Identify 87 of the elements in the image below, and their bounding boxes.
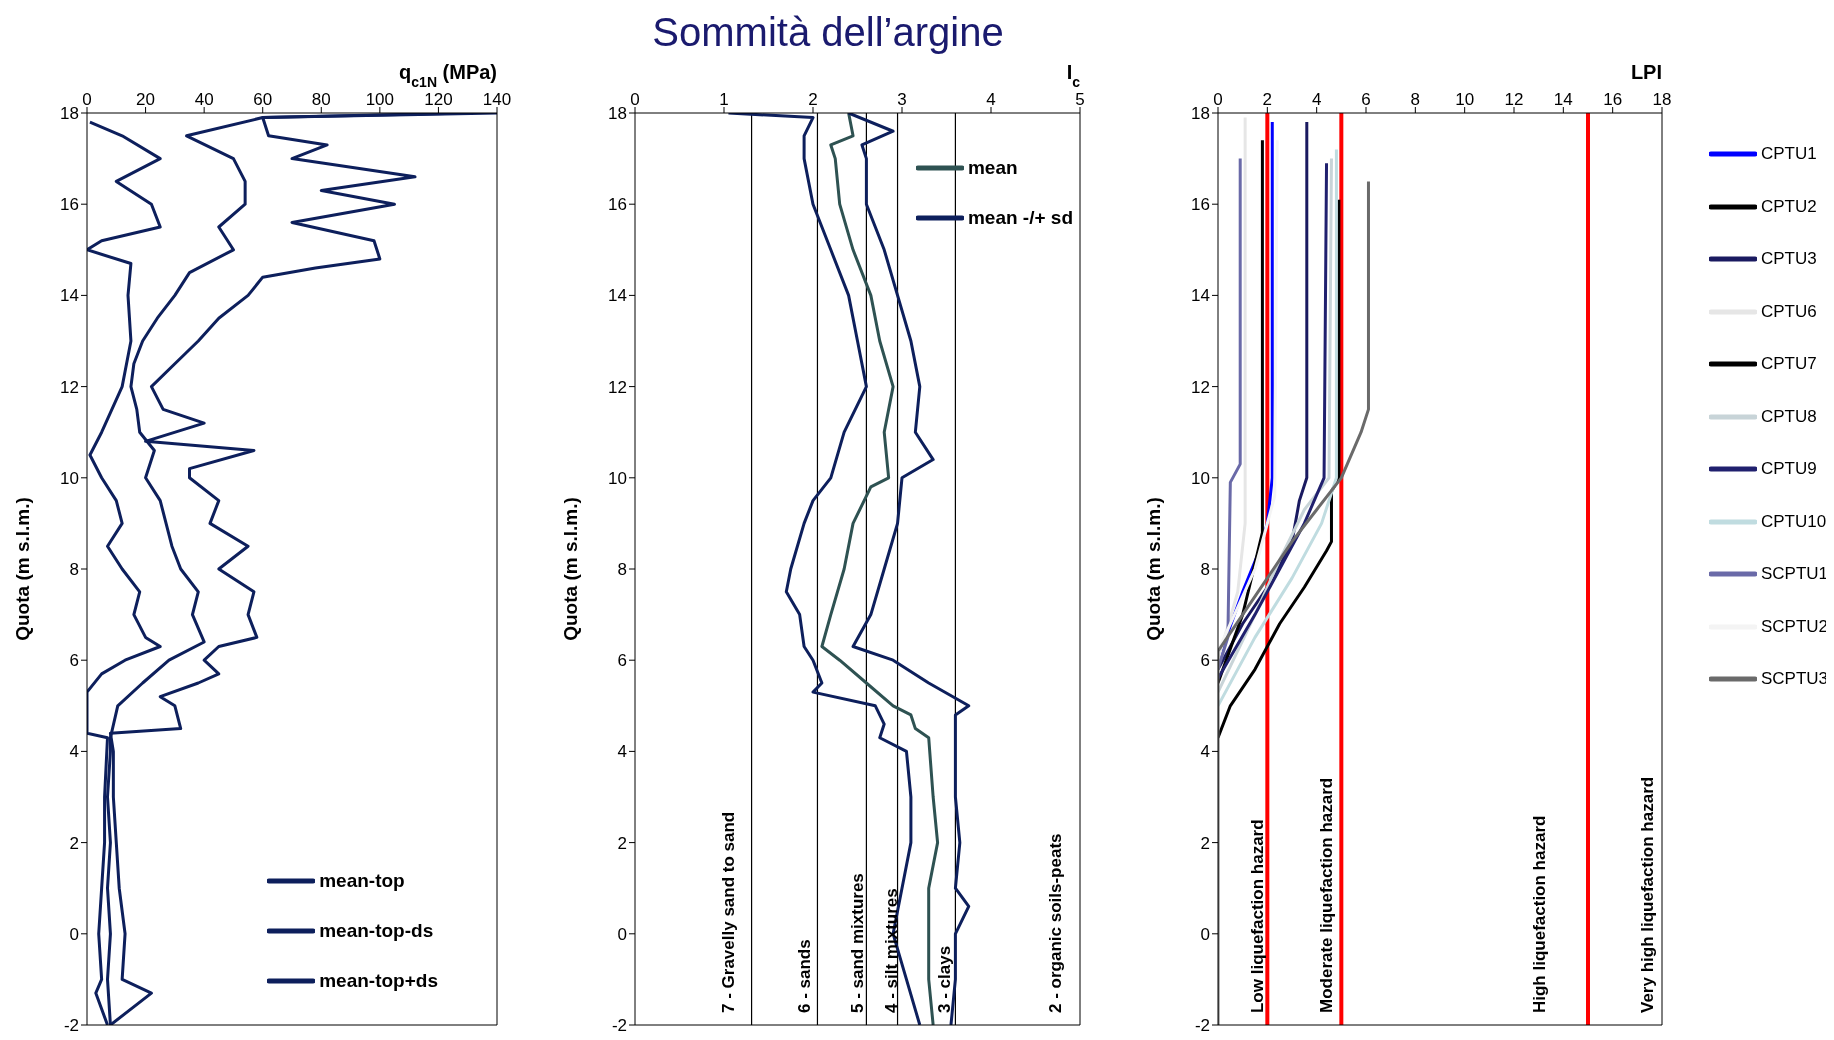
legend-label: mean-top-ds xyxy=(319,920,434,942)
y-tick-label: 14 xyxy=(60,286,79,306)
y-tick-label: 16 xyxy=(1191,195,1210,215)
x-tick-label: 10 xyxy=(1455,90,1475,109)
legend-label: CPTU2 xyxy=(1760,196,1817,217)
y-tick-label: 12 xyxy=(60,377,79,397)
legend-label: mean-top xyxy=(319,870,405,892)
y-tick-label: 2 xyxy=(617,833,627,853)
x-tick-label: 18 xyxy=(1652,90,1672,109)
annotation: 6 - sands xyxy=(795,939,815,1013)
y-tick-label: 10 xyxy=(608,468,627,488)
x-tick-label: 14 xyxy=(1553,90,1573,109)
y-tick-label: 12 xyxy=(1191,377,1210,397)
annotation: 7 - Gravelly sand to sand xyxy=(719,811,739,1013)
y-tick-label: -2 xyxy=(611,1016,627,1036)
x-axis-title: I$_{c}$ xyxy=(1066,61,1081,90)
y-tick-label: 4 xyxy=(1200,742,1210,762)
x-tick-label: 4 xyxy=(986,90,996,109)
x-tick-label: 1 xyxy=(719,90,729,109)
legend-label: mean -/+ sd xyxy=(967,207,1073,229)
y-tick-label: 16 xyxy=(608,195,627,215)
annotation: Very high liquefaction hazard xyxy=(1638,776,1658,1013)
y-tick-label: 10 xyxy=(60,468,79,488)
x-tick-label: 140 xyxy=(482,90,512,109)
annotation: Moderate liquefaction hazard xyxy=(1317,777,1337,1013)
y-tick-label: 14 xyxy=(1191,286,1210,306)
annotation: Low liquefaction hazard xyxy=(1248,819,1268,1013)
y-tick-label: 0 xyxy=(617,924,627,944)
legend-label: CPTU9 xyxy=(1760,459,1817,480)
y-tick-label: -2 xyxy=(1194,1016,1210,1036)
x-tick-label: 0 xyxy=(630,90,640,109)
x-tick-label: 5 xyxy=(1075,90,1085,109)
y-tick-label: -2 xyxy=(63,1016,79,1036)
annotation: 5 - sand mixtures xyxy=(847,873,867,1013)
y-tick-label: 18 xyxy=(608,104,627,124)
legend-label: CPTU8 xyxy=(1760,406,1817,427)
x-tick-label: 8 xyxy=(1410,90,1421,109)
x-tick-label: 40 xyxy=(194,90,214,109)
chart-title: Sommità dell’argine xyxy=(651,9,1005,56)
y-tick-label: 6 xyxy=(617,651,627,671)
x-tick-label: 60 xyxy=(253,90,273,109)
x-tick-label: 0 xyxy=(1213,90,1223,109)
x-tick-label: 16 xyxy=(1603,90,1623,109)
x-tick-label: 4 xyxy=(1311,90,1322,109)
annotation: High liquefaction hazard xyxy=(1529,815,1549,1013)
x-tick-label: 2 xyxy=(1262,90,1273,109)
y-tick-label: 4 xyxy=(617,742,627,762)
y-tick-label: 0 xyxy=(69,924,79,944)
x-tick-label: 3 xyxy=(897,90,907,109)
y-tick-label: 18 xyxy=(60,104,79,124)
y-tick-label: 6 xyxy=(1200,651,1210,671)
legend-label: CPTU3 xyxy=(1760,249,1817,270)
y-tick-label: 6 xyxy=(69,651,79,671)
annotation: 3 - clays xyxy=(934,945,954,1013)
x-tick-label: 0 xyxy=(82,90,92,109)
x-tick-label: 2 xyxy=(808,90,818,109)
y-tick-label: 4 xyxy=(69,742,79,762)
y-tick-label: 8 xyxy=(617,560,627,580)
legend-label: mean xyxy=(967,157,1018,179)
y-tick-label: 2 xyxy=(69,833,79,853)
y-tick-label: 2 xyxy=(1200,833,1210,853)
legend-label: CPTU7 xyxy=(1760,354,1817,375)
y-tick-label: 18 xyxy=(1191,104,1210,124)
y-tick-label: 8 xyxy=(69,560,79,580)
y-axis-title: Quota (m s.l.m.) xyxy=(560,497,581,641)
x-tick-label: 120 xyxy=(424,90,453,109)
x-tick-label: 12 xyxy=(1504,90,1524,109)
annotation: 2 - organic soils-peats xyxy=(1046,833,1066,1013)
legend-label: CPTU1 xyxy=(1760,144,1817,165)
y-tick-label: 16 xyxy=(60,195,79,215)
x-tick-label: 20 xyxy=(136,90,156,109)
x-tick-label: 100 xyxy=(365,90,395,109)
legend-label: mean-top+ds xyxy=(319,970,438,992)
legend-label: CPTU6 xyxy=(1760,301,1817,322)
y-tick-label: 10 xyxy=(1191,468,1210,488)
y-axis-title: Quota (m s.l.m.) xyxy=(1143,497,1164,641)
y-axis-title: Quota (m s.l.m.) xyxy=(12,497,33,641)
annotation: 4 - silt mixtures xyxy=(882,888,902,1013)
y-tick-label: 0 xyxy=(1200,924,1210,944)
y-tick-label: 8 xyxy=(1200,560,1210,580)
x-tick-label: 6 xyxy=(1361,90,1371,109)
x-axis-title: q$_{c1N}$ (MPa) xyxy=(399,61,497,90)
y-tick-label: 14 xyxy=(608,286,627,306)
legend-label: CPTU10 xyxy=(1760,511,1827,532)
y-tick-label: 12 xyxy=(608,377,627,397)
x-tick-label: 80 xyxy=(311,90,331,109)
x-axis-title: LPI xyxy=(1630,61,1662,83)
